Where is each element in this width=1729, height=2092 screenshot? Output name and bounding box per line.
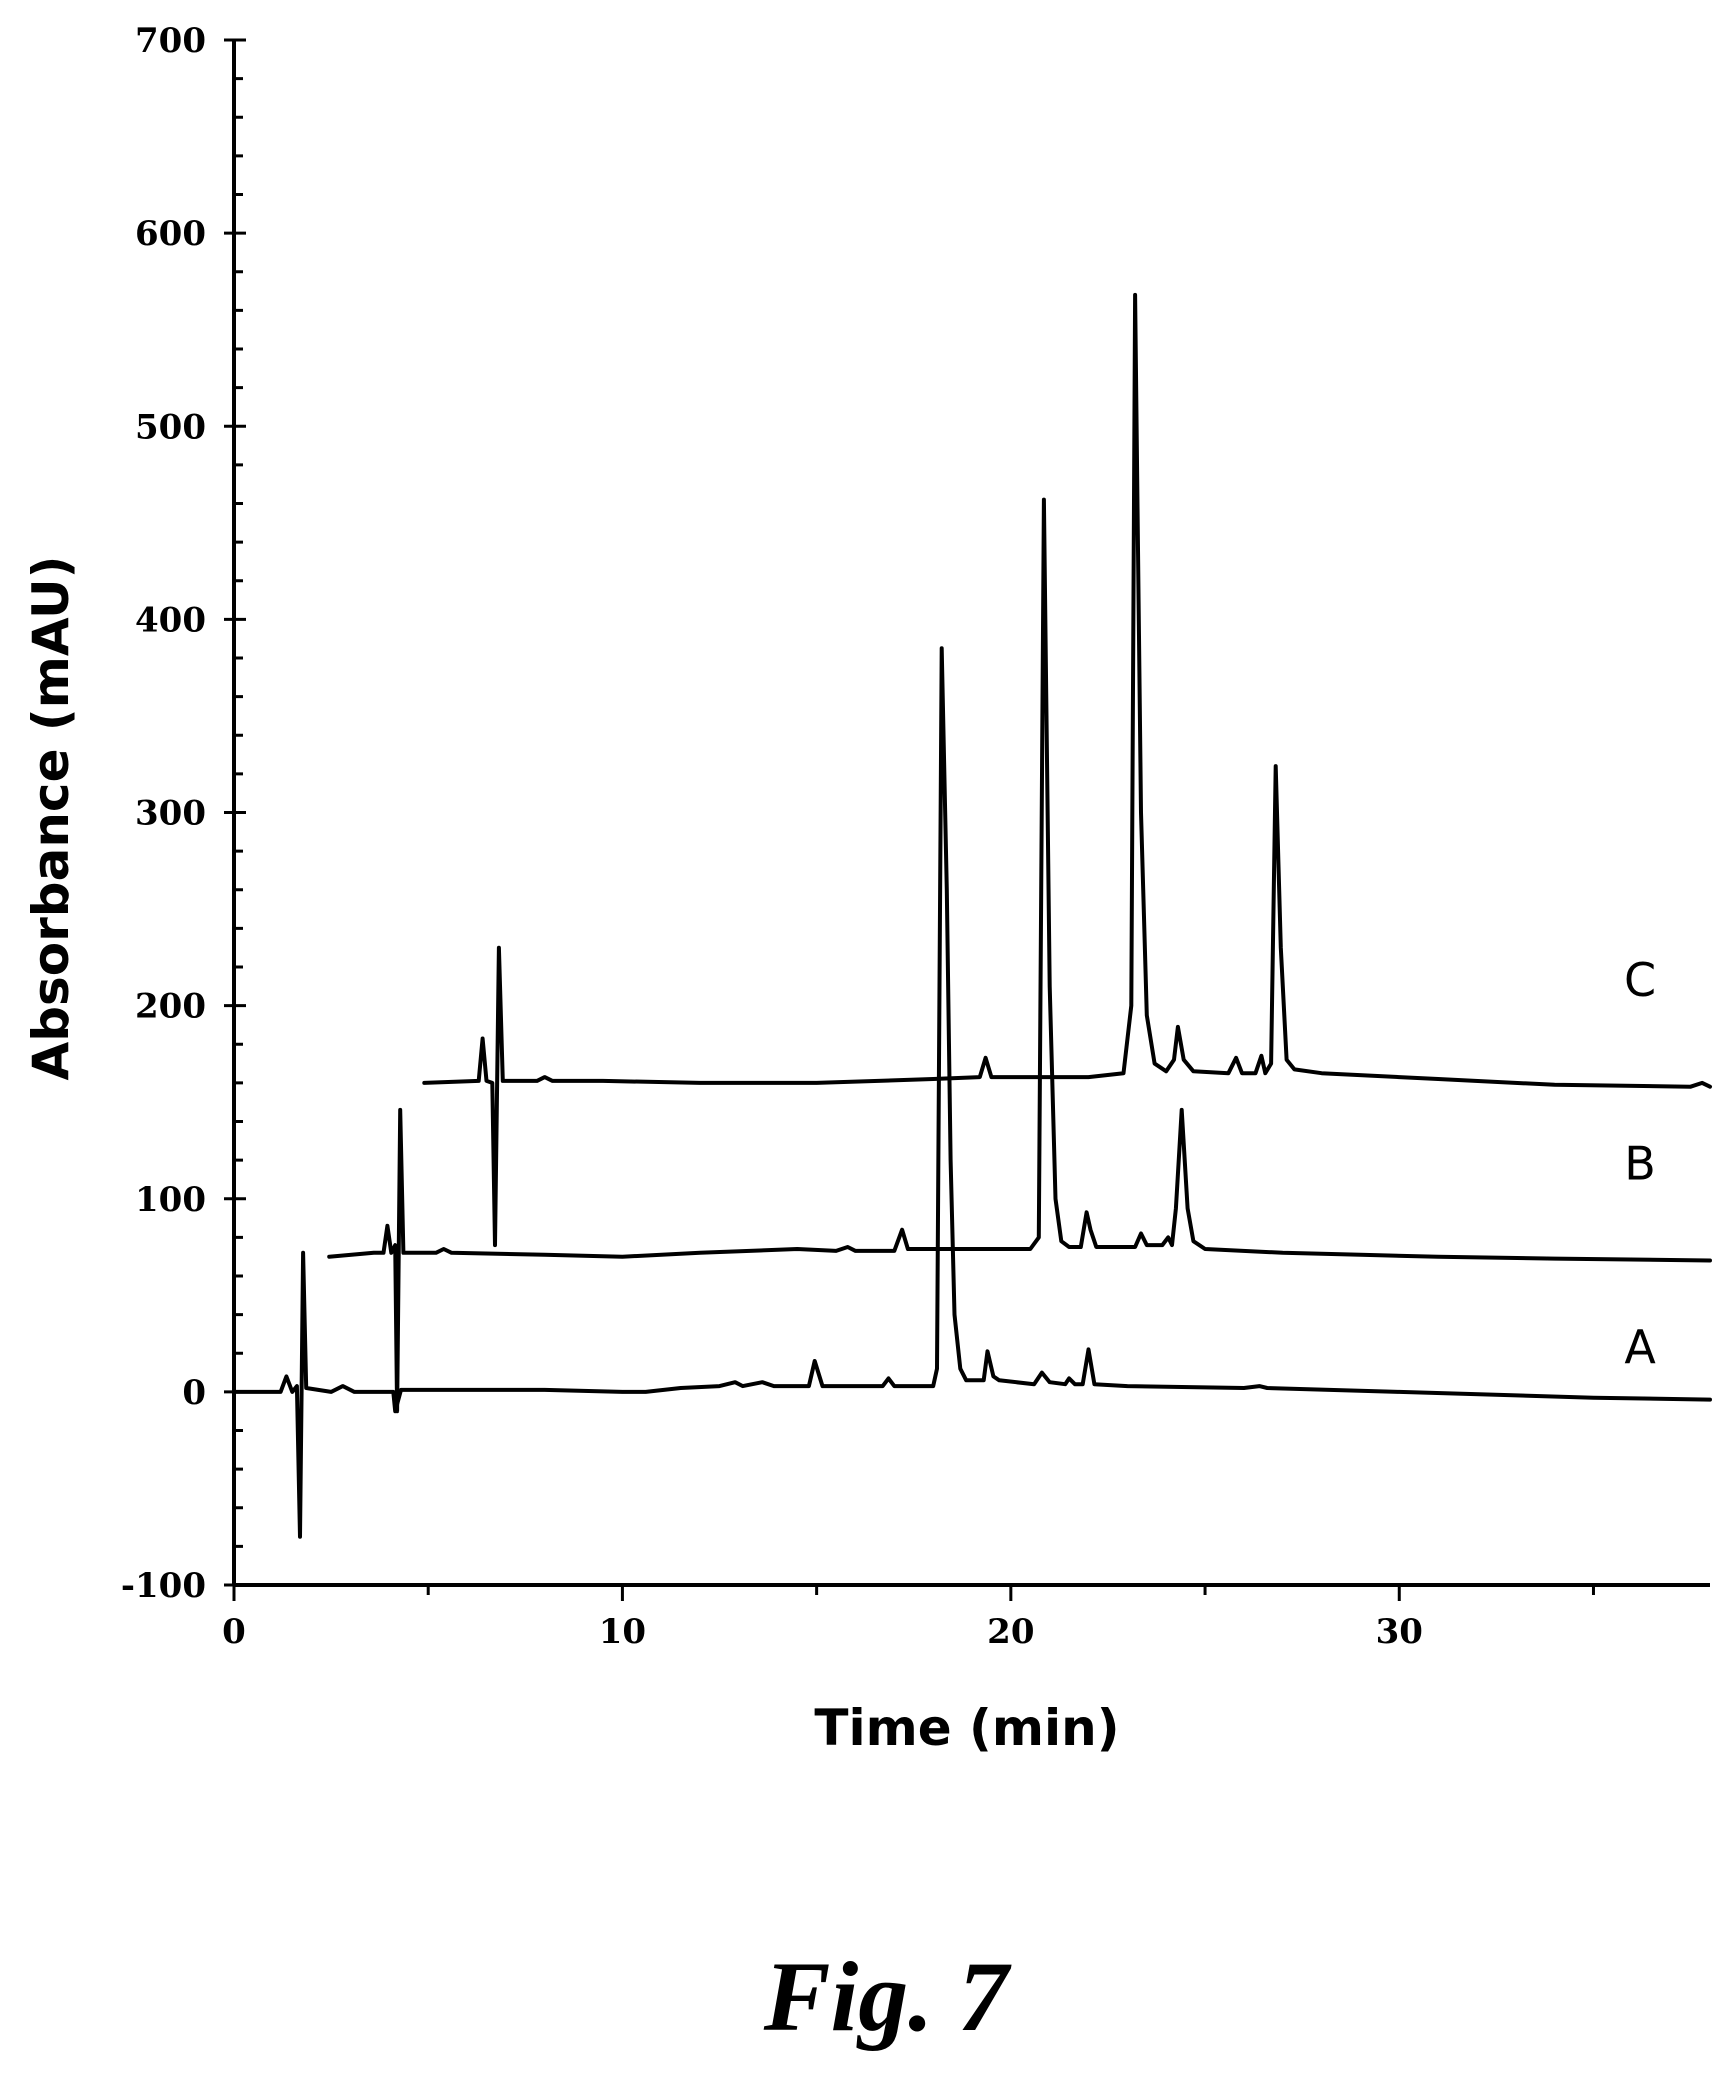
series-line-c	[422, 292, 1712, 1248]
x-axis-label: Time (min)	[814, 1699, 1119, 1757]
y-tick-label: 300	[135, 794, 206, 834]
ticks: -100 0 100 200 300 400 500 600 700 0 10 20 30	[121, 21, 1595, 1652]
x-tick-label: 10	[599, 1612, 646, 1652]
y-tick-label: 600	[135, 214, 206, 254]
axes	[232, 40, 1710, 1587]
y-tick-label: -100	[121, 1566, 206, 1606]
series-lines	[232, 292, 1712, 1539]
series-labels: A B C	[1624, 953, 1656, 1374]
series-label-a: A	[1624, 1320, 1656, 1374]
series-label-b: B	[1624, 1136, 1656, 1190]
series-label-c: C	[1624, 953, 1656, 1007]
series-line-a	[232, 646, 1712, 1539]
x-tick-label: 30	[1376, 1612, 1423, 1652]
figure-caption: Fig. 7	[763, 1941, 1012, 2052]
y-tick-label: 400	[135, 600, 206, 640]
series-line-b	[327, 497, 1712, 1414]
y-axis-label: Absorbance (mAU)	[22, 556, 80, 1081]
y-tick-label: 0	[182, 1373, 206, 1413]
y-tick-label: 700	[135, 21, 206, 61]
x-tick-label: 0	[222, 1612, 246, 1652]
y-tick-label: 100	[135, 1180, 206, 1220]
y-tick-label: 500	[135, 407, 206, 447]
x-tick-label: 20	[987, 1612, 1034, 1652]
y-tick-label: 200	[135, 987, 206, 1027]
